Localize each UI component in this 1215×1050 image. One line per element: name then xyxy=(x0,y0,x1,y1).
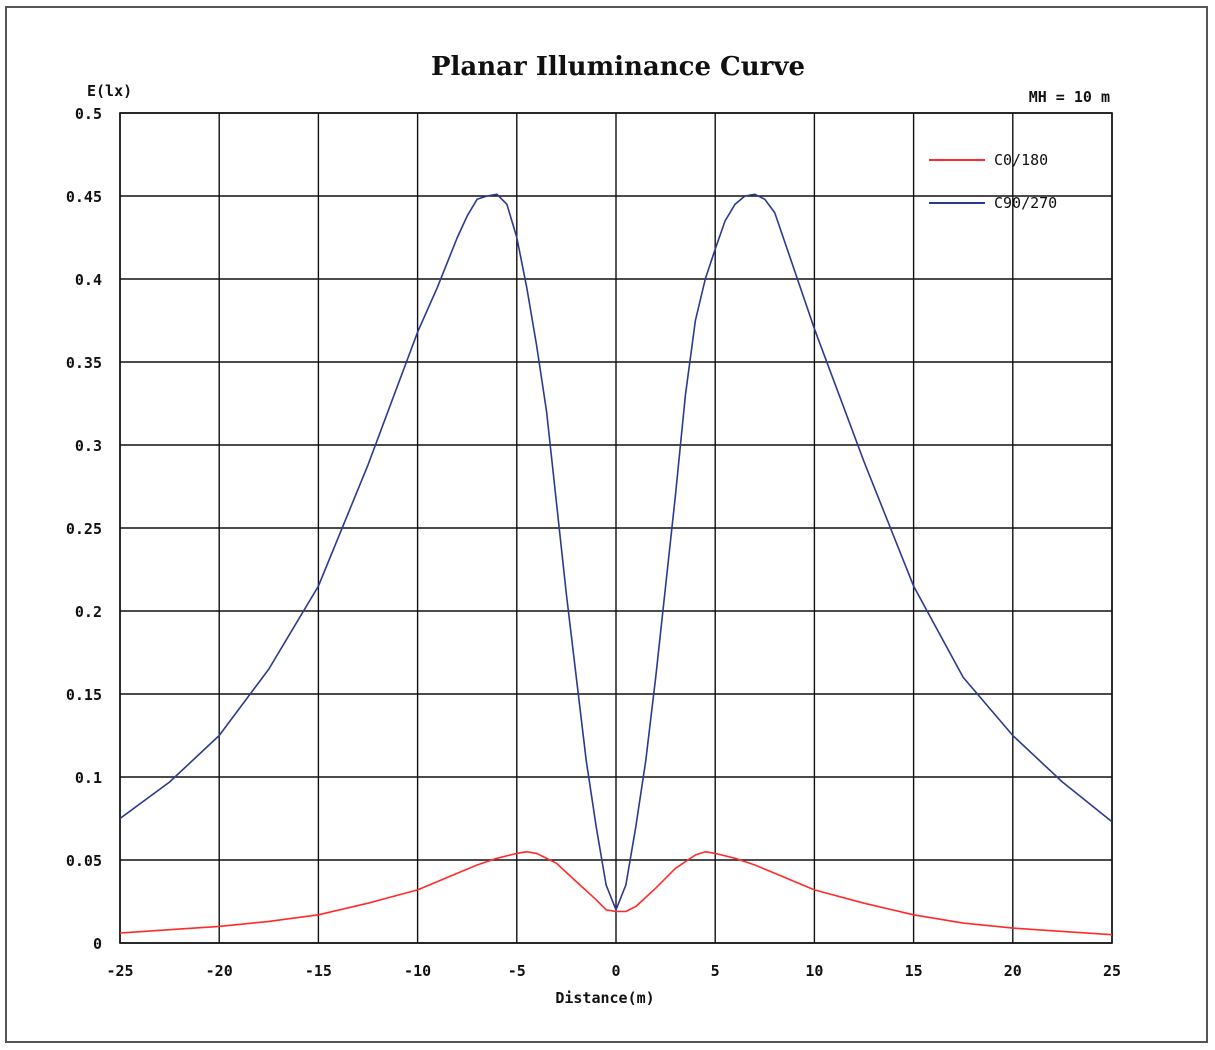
x-tick-label: 0 xyxy=(611,962,620,980)
y-tick-label: 0.05 xyxy=(66,852,102,870)
legend-label-1: C90/270 xyxy=(994,194,1057,212)
legend-label-0: C0/180 xyxy=(994,151,1048,169)
y-tick-label: 0.2 xyxy=(75,603,102,621)
y-tick-label: 0.45 xyxy=(66,188,102,206)
x-tick-label: -10 xyxy=(404,962,431,980)
mounting-height-annotation: MH = 10 m xyxy=(1029,88,1110,106)
y-axis-label: E(lx) xyxy=(87,82,132,100)
y-tick-label: 0.4 xyxy=(75,271,102,289)
x-tick-label: -25 xyxy=(106,962,133,980)
plot-area-border xyxy=(119,112,1113,944)
y-tick-label: 0.35 xyxy=(66,354,102,372)
illuminance-chart: Planar Illuminance Curve E(lx) MH = 10 m… xyxy=(66,52,1121,1007)
x-tick-label: -5 xyxy=(508,962,526,980)
grid xyxy=(119,112,1113,944)
y-tick-label: 0.3 xyxy=(75,437,102,455)
chart-frame: Planar Illuminance Curve E(lx) MH = 10 m… xyxy=(5,6,1208,1043)
x-axis-label: Distance(m) xyxy=(555,989,654,1007)
y-tick-label: 0.15 xyxy=(66,686,102,704)
y-tick-label: 0.25 xyxy=(66,520,102,538)
x-tick-label: 20 xyxy=(1004,962,1022,980)
series-lines xyxy=(119,193,1113,936)
x-tick-label: -15 xyxy=(305,962,332,980)
legend: C0/180 C90/270 xyxy=(929,151,1057,212)
x-tick-label: -20 xyxy=(206,962,233,980)
y-tick-label: 0.5 xyxy=(75,105,102,123)
tick-labels: -25 -20 -15 -10 -5 0 5 10 15 20 25 0 0.05 0.1 0.15 0.2 0… xyxy=(66,105,1121,980)
x-tick-label: 10 xyxy=(805,962,823,980)
y-tick-label: 0.1 xyxy=(75,769,102,787)
x-tick-label: 25 xyxy=(1103,962,1121,980)
series-line-0 xyxy=(119,850,1113,936)
chart-title: Planar Illuminance Curve xyxy=(431,52,805,82)
y-tick-label: 0 xyxy=(93,935,102,953)
x-tick-label: 5 xyxy=(711,962,720,980)
series-line-1 xyxy=(119,193,1113,911)
x-tick-label: 15 xyxy=(905,962,923,980)
